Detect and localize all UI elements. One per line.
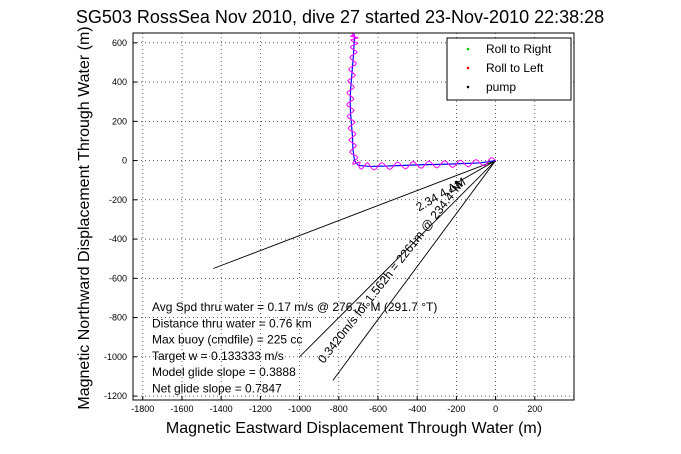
annotation-line: Avg Spd thru water = 0.17 m/s @ 276.7 °M… bbox=[152, 300, 437, 314]
reference-line bbox=[299, 160, 496, 358]
chart-title: SG503 RossSea Nov 2010, dive 27 started … bbox=[76, 7, 604, 27]
y-tick-label: 400 bbox=[112, 77, 127, 87]
x-tick-label: 0 bbox=[493, 404, 498, 414]
reference-line bbox=[213, 160, 496, 269]
x-tick-label: -1400 bbox=[210, 404, 233, 414]
y-tick-label: -600 bbox=[109, 273, 127, 283]
annotation-line: Model glide slope = 0.3888 bbox=[152, 365, 296, 379]
y-axis-label: Magnetic Northward Displacement Through … bbox=[76, 26, 93, 409]
annotation-block: Avg Spd thru water = 0.17 m/s @ 276.7 °M… bbox=[152, 300, 437, 396]
reference-lines bbox=[213, 160, 496, 381]
y-tick-label: 600 bbox=[112, 38, 127, 48]
y-tick-label: -200 bbox=[109, 195, 127, 205]
x-tick-label: -1600 bbox=[170, 404, 193, 414]
x-tick-label: -1200 bbox=[249, 404, 272, 414]
legend-label: pump bbox=[486, 80, 516, 94]
annotation-line: Max buoy (cmdfile) = 225 cc bbox=[152, 333, 302, 347]
legend-label: Roll to Right bbox=[486, 42, 552, 56]
reference-line bbox=[332, 160, 496, 381]
series-layer bbox=[346, 32, 496, 171]
legend-marker bbox=[466, 85, 470, 89]
tick-labels: -1800 -1600 -1400 -1200 -1000 -800 -600 -400 -20… bbox=[104, 38, 542, 414]
annotation-line: Net glide slope = 0.7847 bbox=[152, 382, 282, 396]
annotation-line: Target w = 0.133333 m/s bbox=[152, 349, 284, 363]
y-tick-label: -1000 bbox=[104, 352, 127, 362]
grid bbox=[133, 33, 574, 400]
legend-label: Roll to Left bbox=[486, 61, 544, 75]
x-tick-label: -400 bbox=[408, 404, 426, 414]
y-tick-label: 200 bbox=[112, 116, 127, 126]
y-tick-label: -800 bbox=[109, 313, 127, 323]
x-tick-label: -200 bbox=[447, 404, 465, 414]
x-axis-label: Magnetic Eastward Displacement Through W… bbox=[166, 420, 542, 437]
x-tick-label: -600 bbox=[369, 404, 387, 414]
y-tick-label: 0 bbox=[122, 156, 127, 166]
legend: Roll to Right Roll to Left pump bbox=[446, 37, 572, 101]
plot-frame bbox=[132, 32, 575, 401]
x-tick-label: -1000 bbox=[288, 404, 311, 414]
legend-marker bbox=[466, 47, 470, 51]
line-labels: 2.34 4.ΔM0.3420m/s for 1.562h = 2261m @ … bbox=[315, 175, 468, 366]
y-tick-label: -400 bbox=[109, 234, 127, 244]
annotation-line: Distance thru water = 0.76 km bbox=[152, 316, 312, 330]
roll-overlay bbox=[346, 32, 496, 171]
x-tick-label: -1800 bbox=[131, 404, 154, 414]
line-label: 0.3420m/s for 1.562h = 2261m @ 234.4°M bbox=[315, 178, 466, 366]
x-tick-label: 200 bbox=[527, 404, 542, 414]
x-tick-label: -800 bbox=[330, 404, 348, 414]
legend-marker bbox=[466, 66, 470, 70]
reference-line bbox=[454, 160, 496, 185]
y-tick-label: -1200 bbox=[104, 391, 127, 401]
